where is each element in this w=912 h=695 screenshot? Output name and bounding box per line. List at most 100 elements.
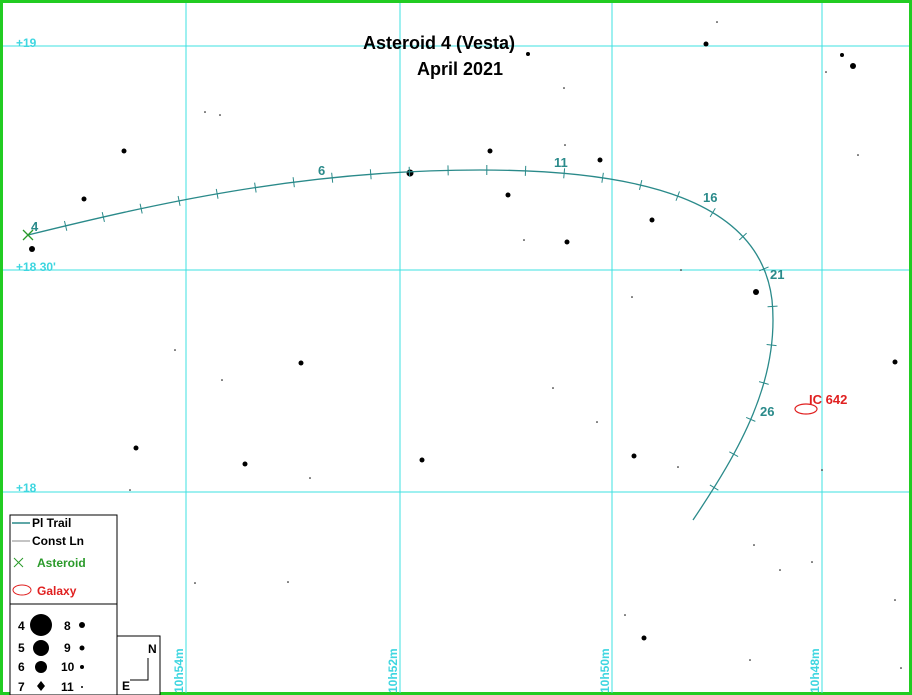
magnitude-dot (37, 681, 45, 691)
star (81, 196, 87, 202)
star (564, 239, 570, 245)
trail-tick (766, 343, 777, 347)
legend-swatch (13, 557, 24, 568)
star (703, 41, 709, 47)
galaxy-label: IC 642 (809, 392, 847, 407)
star (596, 421, 598, 423)
magnitude-label: 6 (18, 660, 25, 674)
trail-tick (292, 177, 295, 188)
magnitude-label: 8 (64, 619, 71, 633)
trail-tick (767, 305, 778, 308)
star (811, 561, 813, 563)
trail-ticks (63, 165, 778, 491)
star (133, 445, 139, 451)
subtitle: April 2021 (417, 59, 503, 79)
grid (3, 3, 909, 693)
trail-tick (745, 416, 756, 422)
magnitude-label: 10 (61, 660, 75, 674)
star (419, 457, 425, 463)
trail-tick (709, 484, 719, 491)
magnitude-label: 7 (18, 680, 25, 694)
magnitude-dot (79, 622, 85, 628)
trail-label: 16 (703, 190, 717, 205)
magnitude-dot (79, 645, 85, 651)
star (850, 63, 856, 69)
magnitude-dot (30, 614, 52, 636)
star (631, 453, 637, 459)
star (29, 246, 35, 252)
compass-arrows (130, 658, 149, 681)
magnitude-dot (35, 661, 47, 673)
star (564, 144, 566, 146)
trail-tick (63, 220, 68, 231)
trail-tick (369, 169, 372, 180)
star (487, 148, 493, 154)
trail-tick (177, 195, 181, 206)
star (242, 461, 248, 467)
asteroid-marker (22, 229, 34, 241)
star (174, 349, 176, 351)
star (552, 387, 554, 389)
trail-tick (101, 212, 105, 222)
star (900, 667, 902, 669)
star (716, 21, 718, 23)
star (753, 544, 755, 546)
trail-tick (758, 381, 769, 385)
compass-e: E (122, 679, 130, 693)
trail-tick (675, 191, 680, 201)
legend-swatch (12, 584, 32, 596)
star (298, 360, 304, 366)
legend-item: Galaxy (37, 584, 77, 598)
magnitude-dot (80, 665, 84, 669)
title: Asteroid 4 (Vesta) (363, 33, 515, 53)
star (194, 582, 196, 584)
trail-tick (254, 182, 257, 193)
star (597, 157, 603, 163)
star (121, 148, 127, 154)
trail-tick (563, 168, 566, 179)
star (821, 469, 823, 471)
star (309, 477, 311, 479)
trail-tick (639, 180, 643, 191)
ra-label: 10h52m (386, 648, 400, 693)
trail-tick (215, 188, 219, 199)
legend-box (9, 514, 118, 695)
star (523, 239, 525, 241)
magnitude-dot (33, 640, 49, 656)
star (505, 192, 511, 198)
star (749, 659, 751, 661)
trail-label: 6 (318, 163, 325, 178)
trail-tick (759, 266, 769, 272)
trail-label: 4 (31, 219, 39, 234)
star (840, 53, 844, 57)
star (129, 489, 131, 491)
magnitude-label: 4 (18, 619, 25, 633)
trail-label: 21 (770, 267, 784, 282)
star (631, 296, 633, 298)
galaxy (794, 403, 818, 415)
trail (27, 169, 774, 521)
star (825, 71, 827, 73)
stars (29, 21, 902, 669)
star (892, 359, 898, 365)
dec-label: +19 (16, 36, 37, 50)
star (219, 114, 221, 116)
star (526, 52, 530, 56)
star (779, 569, 781, 571)
star (287, 581, 289, 583)
ra-label: 10h50m (598, 648, 612, 693)
ra-label: 10h54m (172, 648, 186, 693)
star (221, 379, 223, 381)
legend: Pl Trail Const Ln Asteroid Galaxy 4 5 6 … (9, 514, 161, 695)
star (680, 269, 682, 271)
dec-label: +18 (16, 481, 37, 495)
magnitude-dot (81, 686, 83, 688)
magnitude-label: 11 (61, 680, 74, 694)
dec-label: +18 30' (16, 260, 56, 274)
star (857, 154, 859, 156)
magnitude-label: 5 (18, 641, 25, 655)
legend-item: Asteroid (37, 556, 86, 570)
star (894, 599, 896, 601)
